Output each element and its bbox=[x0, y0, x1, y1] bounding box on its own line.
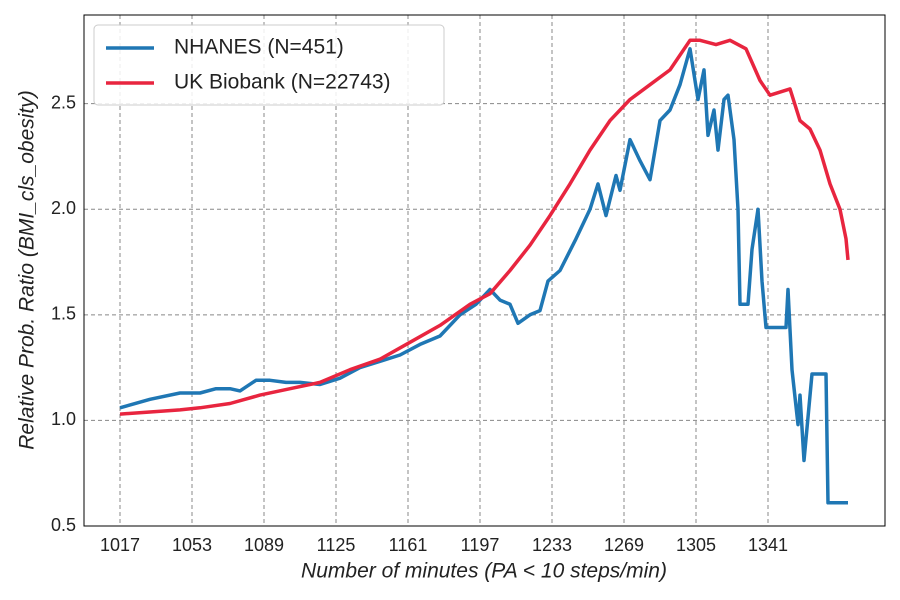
x-tick-label: 1197 bbox=[461, 535, 500, 555]
x-tick-label: 1089 bbox=[244, 535, 284, 555]
x-tick-label: 1341 bbox=[748, 535, 788, 555]
x-tick-label: 1269 bbox=[604, 535, 644, 555]
legend-label: NHANES (N=451) bbox=[174, 36, 344, 59]
y-tick-label: 2.0 bbox=[51, 198, 76, 218]
y-tick-label: 0.5 bbox=[51, 515, 76, 535]
x-tick-label: 1161 bbox=[389, 535, 428, 555]
x-tick-label: 1233 bbox=[532, 535, 572, 555]
plot-frame bbox=[83, 14, 886, 527]
x-axis-label: Number of minutes (PA < 10 steps/min) bbox=[301, 560, 667, 583]
y-axis-label: Relative Prob. Ratio (BMI_cls_obesity) bbox=[16, 90, 39, 449]
legend-label: UK Biobank (N=22743) bbox=[174, 71, 391, 94]
legend-box bbox=[93, 24, 445, 106]
x-tick-label: 1053 bbox=[172, 535, 212, 555]
x-tick-label: 1305 bbox=[676, 535, 716, 555]
y-tick-label: 1.0 bbox=[51, 409, 76, 429]
x-tick-label: 1125 bbox=[317, 535, 356, 555]
y-tick-label: 2.5 bbox=[51, 92, 76, 112]
y-tick-label: 1.5 bbox=[51, 304, 76, 324]
data-line bbox=[119, 38, 850, 416]
x-tick-label: 1017 bbox=[100, 535, 140, 555]
data-line bbox=[119, 47, 848, 505]
